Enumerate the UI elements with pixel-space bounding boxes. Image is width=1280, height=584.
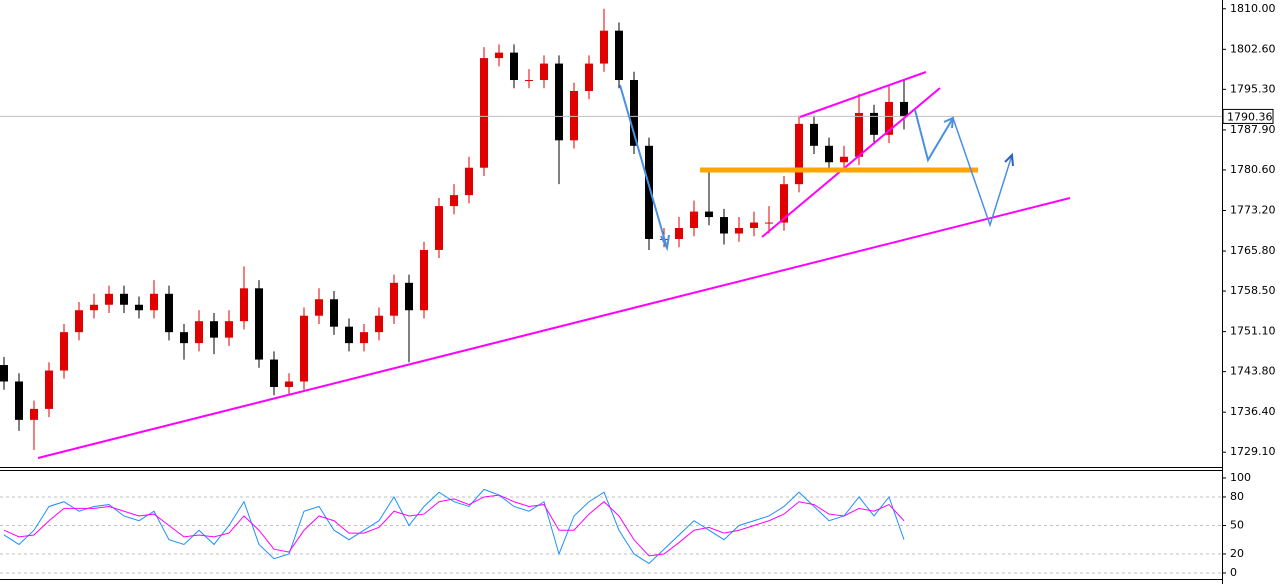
candle-body <box>825 145 833 163</box>
candle-body <box>600 30 608 64</box>
candle-body <box>390 282 398 316</box>
candle-body <box>30 408 38 420</box>
wedge-line <box>761 87 941 238</box>
oscillator-line <box>3 494 905 557</box>
candle-body <box>810 123 818 146</box>
candle-body <box>195 321 203 344</box>
candle-body <box>615 30 623 81</box>
candle-body <box>675 228 683 239</box>
candle-body <box>495 52 503 59</box>
y-tick-label: 1765.80 <box>1230 244 1276 257</box>
candle-body <box>630 80 638 146</box>
candle-body <box>270 359 278 387</box>
candle-body <box>870 112 878 135</box>
candle-body <box>885 101 893 135</box>
arrow <box>619 84 668 249</box>
y-tick-label: 0 <box>1230 566 1237 579</box>
candle-body <box>360 332 368 344</box>
y-tick-label: 1810.00 <box>1230 2 1276 15</box>
candle-body <box>435 206 443 250</box>
candle-body <box>690 211 698 229</box>
oscillator-line <box>3 488 905 565</box>
arrow-head <box>1004 152 1014 167</box>
y-tick-label: 1795.30 <box>1230 82 1276 95</box>
y-tick-label: 1780.60 <box>1230 163 1276 176</box>
candle-body <box>570 90 578 141</box>
candle-body <box>285 381 293 387</box>
candle-body <box>750 222 758 229</box>
y-tick-label: 80 <box>1230 490 1244 503</box>
y-tick-label: 1743.80 <box>1230 365 1276 378</box>
candle-body <box>525 80 533 82</box>
candle-body <box>345 326 353 344</box>
arrow <box>952 117 1013 228</box>
y-tick-label: 20 <box>1230 547 1244 560</box>
candle-body <box>315 299 323 316</box>
wedge-line <box>799 71 927 118</box>
candle-body <box>705 211 713 218</box>
candle-body <box>60 332 68 371</box>
candle-body <box>165 293 173 333</box>
candle-body <box>720 217 728 234</box>
y-tick-label: 100 <box>1230 471 1251 484</box>
arrow <box>914 109 954 163</box>
candle-body <box>465 167 473 196</box>
candle-body <box>420 249 428 311</box>
price-label-box <box>1222 108 1274 124</box>
candle-body <box>780 184 788 223</box>
candle-body <box>585 63 593 91</box>
y-tick-label: 1802.60 <box>1230 42 1276 55</box>
candle-body <box>75 310 83 333</box>
candle-body <box>255 288 263 360</box>
candle-body <box>90 304 98 311</box>
candle-body <box>735 228 743 234</box>
candle-body <box>375 315 383 333</box>
candle-body <box>330 299 338 327</box>
arrow-head <box>660 234 670 252</box>
trendline <box>37 197 1071 459</box>
y-tick-label: 1751.10 <box>1230 325 1276 338</box>
candle-body <box>405 282 413 311</box>
candle-body <box>480 58 488 168</box>
candle-body <box>540 63 548 81</box>
y-tick-label: 50 <box>1230 518 1244 531</box>
arrows <box>619 84 1014 252</box>
y-tick-label: 1773.20 <box>1230 203 1276 216</box>
y-tick-label: 1787.90 <box>1230 123 1276 136</box>
y-tick-label: 1729.10 <box>1230 445 1276 458</box>
price-label: 1790.36 <box>1227 110 1273 123</box>
candle-body <box>840 156 848 163</box>
candle-body <box>555 63 563 141</box>
y-tick-label: 1758.50 <box>1230 284 1276 297</box>
candle-body <box>45 370 53 409</box>
candle-body <box>225 321 233 338</box>
drawings <box>37 71 1071 459</box>
candle-body <box>210 321 218 338</box>
candle-body <box>765 222 773 224</box>
candle-body <box>240 288 248 322</box>
candle-body <box>15 381 23 420</box>
candle-body <box>135 304 143 311</box>
candle-body <box>120 293 128 305</box>
y-tick-label: 1736.40 <box>1230 405 1276 418</box>
candle-body <box>855 112 863 157</box>
candle-body <box>450 195 458 207</box>
candle-body <box>300 315 308 382</box>
candle-body <box>900 101 908 117</box>
candle-body <box>105 293 113 305</box>
candle-body <box>180 332 188 344</box>
candle-body <box>0 365 8 382</box>
candle-body <box>645 145 653 239</box>
candle-body <box>510 52 518 81</box>
candle-body <box>795 123 803 185</box>
candle-body <box>150 293 158 311</box>
